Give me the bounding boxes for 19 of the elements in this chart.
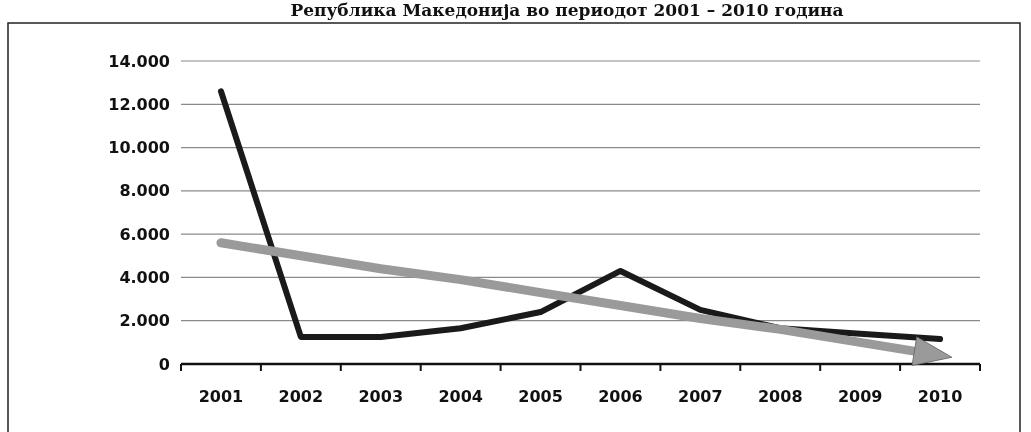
- y-tick-label: 4.000: [119, 267, 170, 287]
- y-tick-label: 14.000: [108, 51, 170, 71]
- x-tick-label: 2001: [198, 386, 244, 406]
- x-tick-label: 2009: [837, 386, 883, 406]
- x-tick-label: 2002: [278, 386, 324, 406]
- x-tick-label: 2005: [518, 386, 563, 406]
- chart-title: Република Македонија во периодот 2001 – 2010 година: [290, 0, 844, 20]
- y-tick-label: 10.000: [108, 138, 170, 158]
- x-tick-label: 2007: [678, 386, 723, 406]
- y-tick-label: 12.000: [108, 94, 170, 114]
- y-tick-label: 8.000: [119, 181, 170, 201]
- x-tick-label: 2006: [598, 386, 643, 406]
- x-tick-label: 2010: [917, 386, 963, 406]
- y-tick-label: 6.000: [119, 224, 170, 244]
- x-tick-label: 2003: [358, 386, 404, 406]
- x-tick-label: 2004: [438, 386, 483, 406]
- x-tick-label: 2008: [757, 386, 803, 406]
- y-tick-label: 0: [158, 354, 170, 374]
- y-tick-label: 2.000: [119, 311, 170, 331]
